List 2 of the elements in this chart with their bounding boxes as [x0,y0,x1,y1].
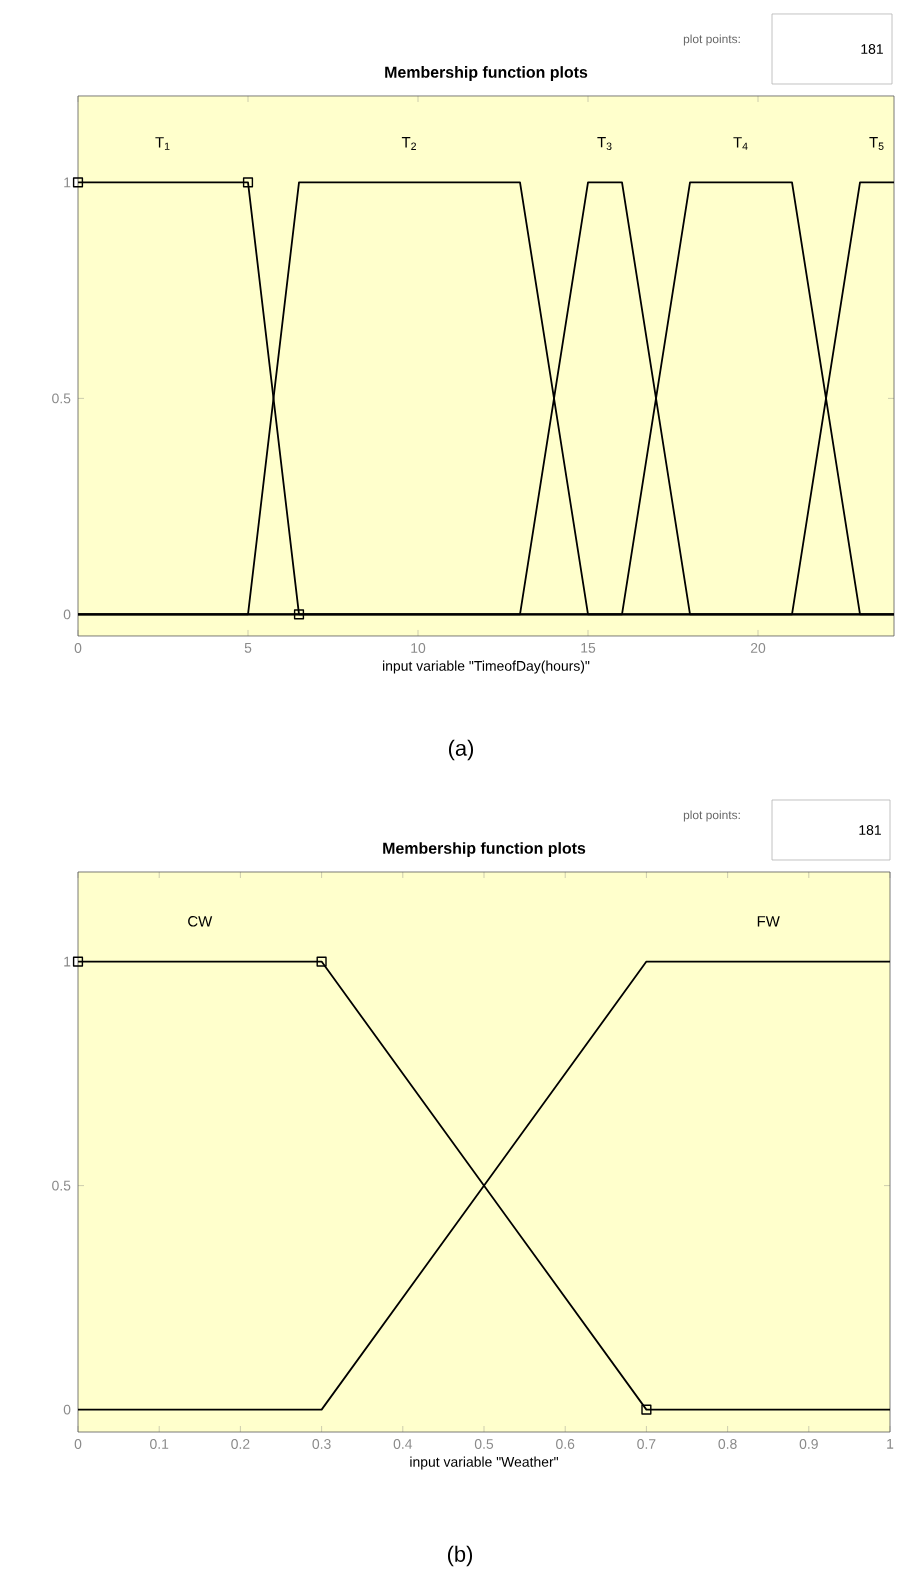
text: (a) [448,739,474,761]
text: (b) [447,1545,473,1567]
